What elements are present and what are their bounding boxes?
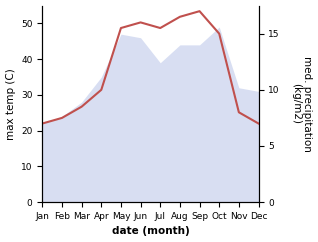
X-axis label: date (month): date (month) xyxy=(112,227,189,236)
Y-axis label: med. precipitation
(kg/m2): med. precipitation (kg/m2) xyxy=(291,56,313,152)
Y-axis label: max temp (C): max temp (C) xyxy=(5,68,16,140)
